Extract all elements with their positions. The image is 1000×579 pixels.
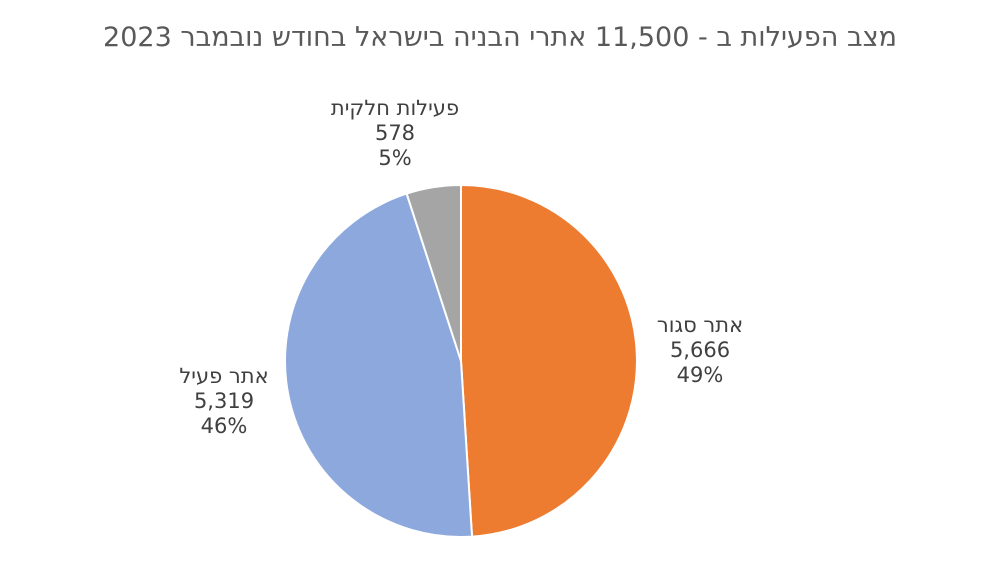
- slice-value: 578: [374, 121, 416, 145]
- slice-name: אתר פעיל: [179, 364, 269, 388]
- slice-percent: 5%: [378, 146, 412, 170]
- slice-name: פעילות חלקית: [330, 96, 460, 120]
- pie-slice-0: [460, 184, 638, 538]
- slice-percent: 49%: [676, 363, 724, 387]
- slice-name: אתר סגור: [656, 313, 744, 337]
- slice-value: 5,666: [669, 338, 731, 362]
- chart-title: מצב הפעילות ב - 11,500 אתרי הבניה בישראל…: [103, 22, 897, 53]
- pie-slice-2: [405, 184, 462, 362]
- slice-label-closed-site: אתר סגור 5,666 49%: [610, 313, 790, 388]
- slice-percent: 46%: [200, 414, 248, 438]
- slice-label-partial-activity: פעילות חלקית 578 5%: [305, 96, 485, 171]
- pie-slice-1: [284, 192, 474, 538]
- slice-value: 5,319: [193, 389, 255, 413]
- slice-label-active-site: אתר פעיל 5,319 46%: [134, 364, 314, 439]
